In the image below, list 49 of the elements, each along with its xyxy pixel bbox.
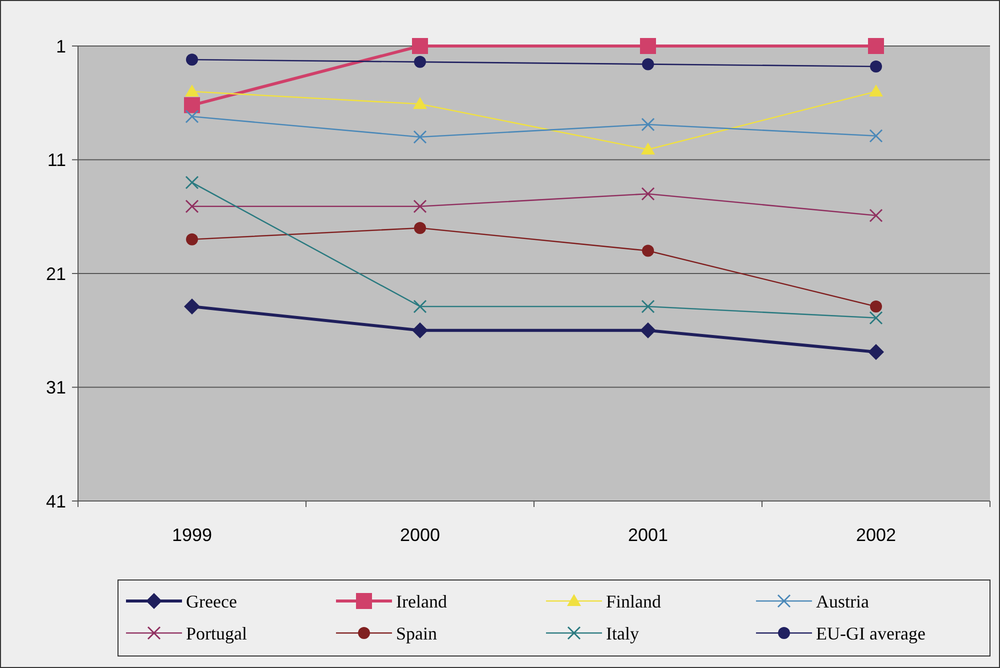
point [869, 208, 883, 222]
point [413, 300, 427, 314]
point [412, 322, 428, 338]
point [186, 233, 198, 246]
legend-label: Greece [186, 591, 237, 612]
x-tick-label: 1999 [172, 525, 212, 545]
point [642, 58, 654, 70]
point [641, 187, 655, 201]
point [640, 322, 656, 338]
point [869, 311, 883, 325]
point [869, 84, 883, 96]
y-tick-label: 1 [56, 36, 66, 56]
point [184, 97, 200, 114]
point [185, 110, 199, 124]
point [414, 222, 426, 234]
point [868, 344, 884, 360]
point [869, 129, 883, 143]
y-tick-label: 31 [46, 378, 66, 398]
x-tick-label: 2001 [628, 525, 668, 545]
point [186, 54, 198, 66]
legend-label: Finland [606, 591, 662, 612]
legend-label: Spain [396, 623, 438, 644]
x-tick-label: 2000 [400, 525, 440, 545]
y-tick-label: 41 [46, 491, 66, 512]
legend-label: Austria [816, 591, 869, 612]
point [642, 244, 654, 257]
point [641, 142, 655, 155]
point [868, 38, 884, 54]
point [413, 200, 427, 214]
y-tick-label: 11 [47, 150, 66, 170]
y-tick-label: 21 [46, 264, 66, 284]
point [414, 56, 426, 68]
point [184, 298, 200, 314]
point [413, 130, 427, 144]
point [870, 300, 882, 312]
legend-label: Italy [606, 623, 639, 644]
point [641, 300, 655, 314]
point [185, 176, 199, 190]
x-tick-label: 2002 [856, 525, 896, 545]
point [185, 84, 199, 96]
point [413, 97, 427, 110]
point [640, 38, 656, 54]
legend-label: Portugal [186, 623, 247, 644]
point [870, 60, 882, 72]
legend-label: EU-GI average [816, 623, 926, 644]
point [185, 200, 199, 214]
legend-label: Ireland [396, 591, 447, 612]
point [412, 38, 428, 54]
point [641, 118, 655, 132]
